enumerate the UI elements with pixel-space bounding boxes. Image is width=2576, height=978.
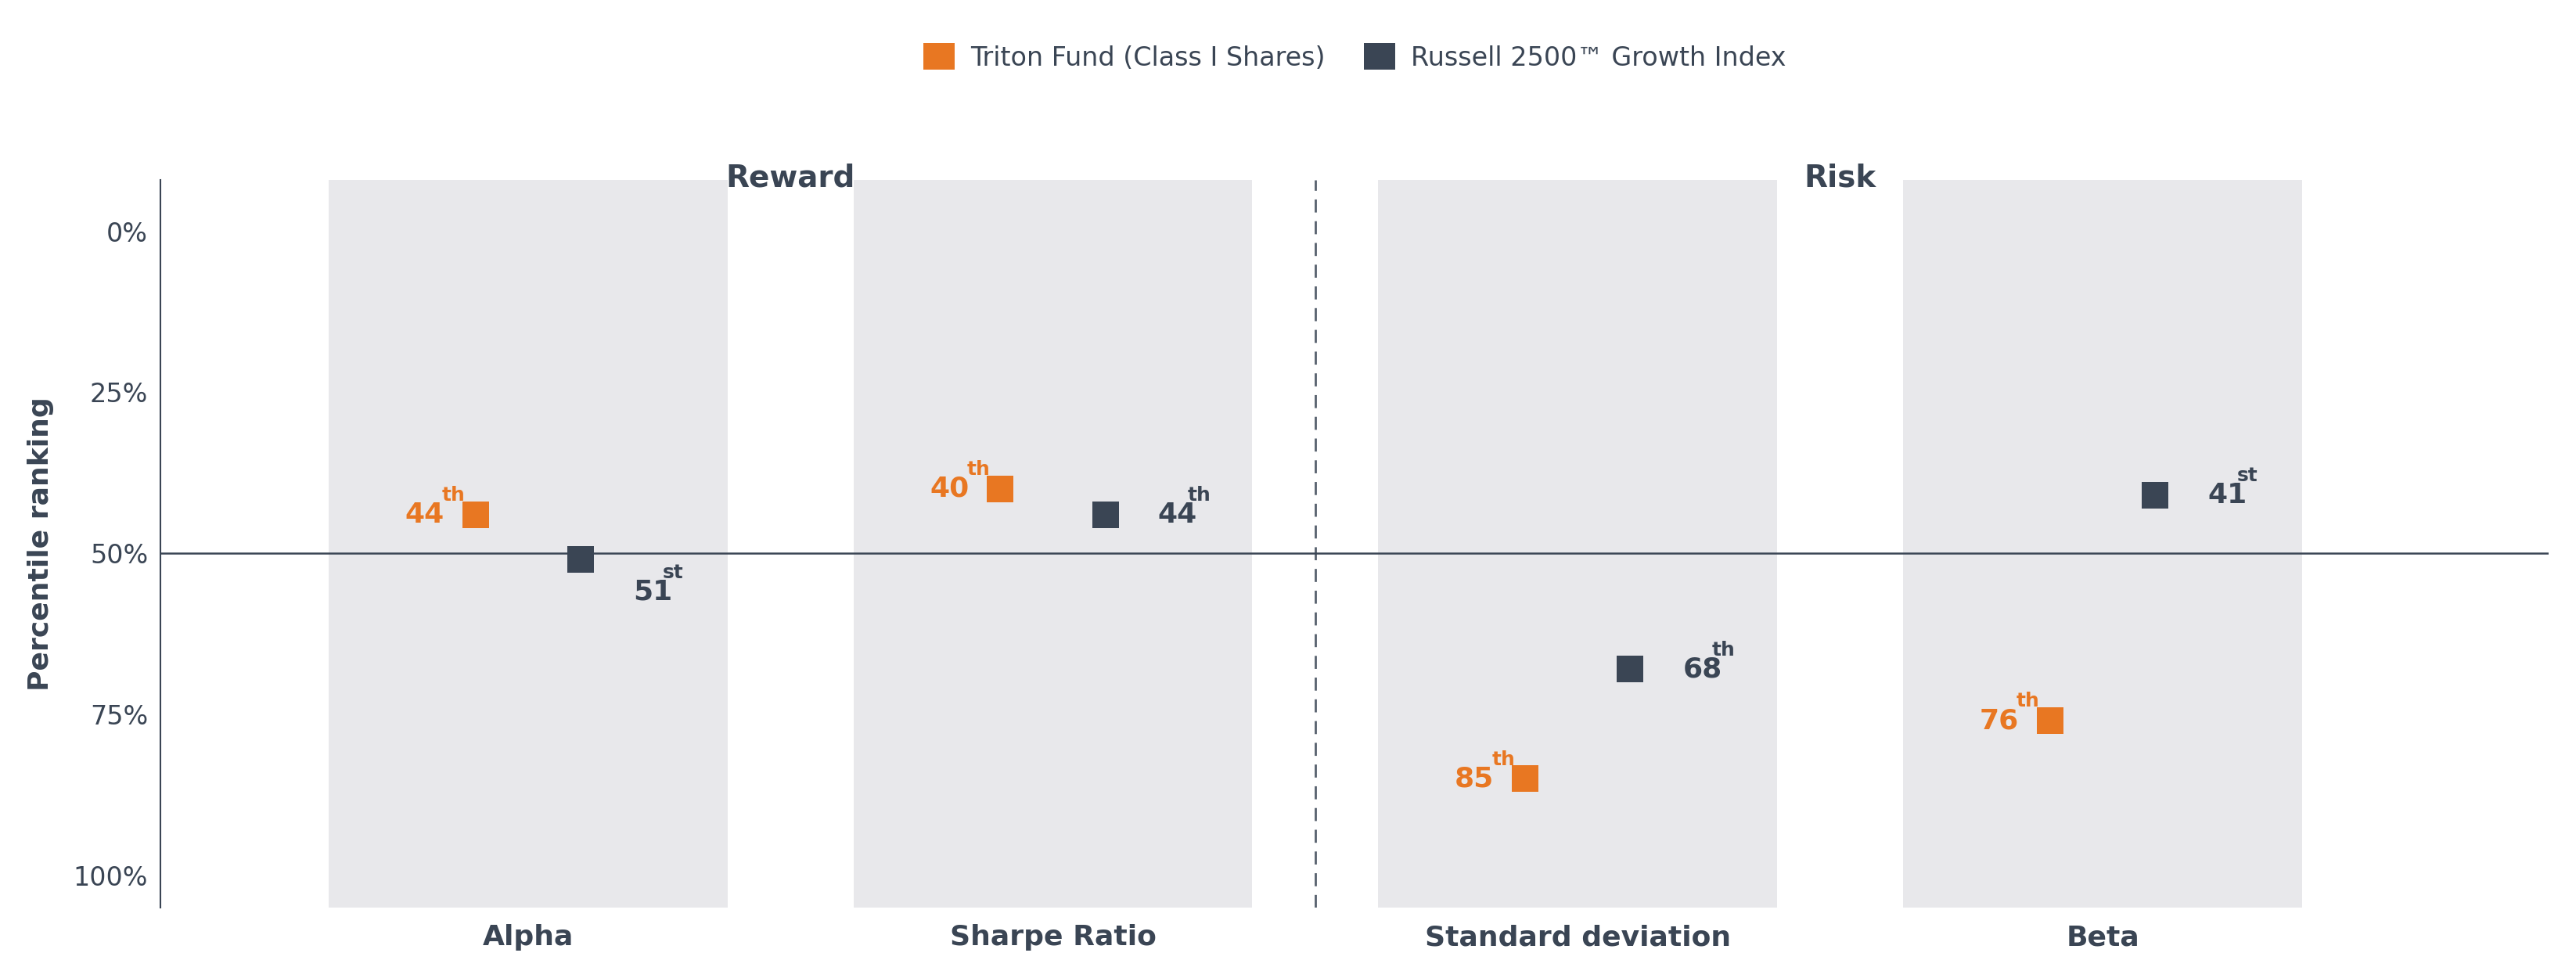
- Bar: [1904, 180, 2303, 908]
- Point: [559, 552, 600, 567]
- Text: Reward: Reward: [726, 163, 855, 193]
- Point: [2136, 487, 2177, 503]
- Legend: Triton Fund (Class I Shares), Russell 2500™ Growth Index: Triton Fund (Class I Shares), Russell 25…: [912, 33, 1795, 81]
- Text: 76: 76: [1978, 707, 2020, 734]
- Text: Risk: Risk: [1803, 163, 1875, 193]
- Point: [456, 507, 497, 522]
- Text: 51: 51: [634, 579, 672, 605]
- Text: th: th: [966, 461, 989, 479]
- Text: 68: 68: [1682, 656, 1723, 683]
- Bar: [853, 180, 1252, 908]
- Text: 44: 44: [1157, 502, 1198, 528]
- Text: th: th: [443, 486, 466, 505]
- Point: [1084, 507, 1126, 522]
- Text: 44: 44: [404, 502, 443, 528]
- Text: 40: 40: [930, 475, 969, 502]
- Point: [1504, 771, 1546, 786]
- Y-axis label: Percentile ranking: Percentile ranking: [28, 397, 54, 690]
- Text: th: th: [2017, 692, 2040, 711]
- Bar: [1378, 180, 1777, 908]
- Text: st: st: [662, 563, 683, 582]
- Text: 85: 85: [1455, 766, 1494, 792]
- Point: [2030, 713, 2071, 729]
- Point: [979, 481, 1020, 497]
- Text: th: th: [1492, 750, 1515, 769]
- Text: th: th: [1188, 486, 1211, 505]
- Text: 41: 41: [2208, 482, 2246, 509]
- Text: st: st: [2236, 467, 2259, 485]
- Bar: [330, 180, 726, 908]
- Point: [1610, 661, 1651, 677]
- Text: th: th: [1713, 641, 1736, 659]
